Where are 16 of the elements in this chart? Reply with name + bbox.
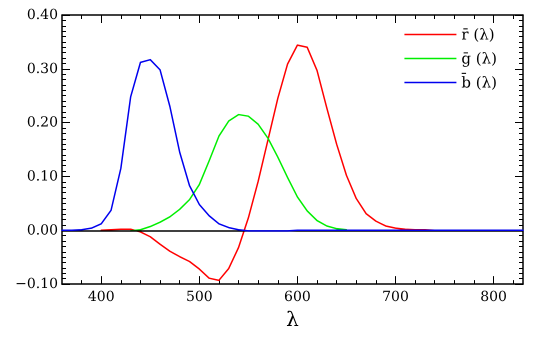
x-axis-title: λ — [286, 307, 300, 331]
x-tick-label: 400 — [88, 289, 115, 306]
y-tick-label: −0.10 — [15, 276, 58, 292]
legend-label: r̄ (λ) — [461, 26, 495, 44]
y-tick-label: 0.20 — [26, 114, 58, 131]
line-series — [130, 114, 348, 232]
y-tick-label: 0.30 — [26, 60, 58, 77]
legend-label: ḡ (λ) — [461, 50, 498, 68]
legend-label: b̄ (λ) — [461, 72, 498, 92]
x-tick-label: 800 — [480, 289, 507, 306]
y-tick-label: 0.40 — [26, 7, 58, 23]
y-tick-label: 0.10 — [26, 168, 58, 184]
x-tick-label: 700 — [382, 289, 409, 306]
y-tick-label: 0.00 — [26, 222, 58, 238]
x-tick-label: 600 — [284, 289, 311, 306]
x-tick-label: 500 — [186, 289, 213, 306]
